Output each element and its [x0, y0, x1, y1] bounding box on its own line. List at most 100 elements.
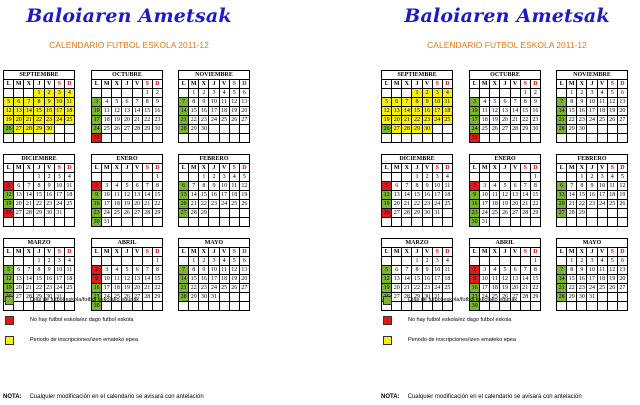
- calendar-day: 28: [24, 293, 35, 302]
- empty-day: [607, 125, 618, 134]
- calendar-day: 29: [152, 293, 163, 302]
- empty-day: [597, 293, 608, 302]
- weekday-header: M: [102, 80, 113, 89]
- calendar-day: 28: [132, 125, 143, 134]
- empty-day: [24, 257, 35, 266]
- calendar-day: 1: [34, 257, 45, 266]
- weekday-header: D: [617, 80, 628, 89]
- empty-day: [470, 89, 481, 98]
- calendar-day: 22: [142, 116, 153, 125]
- calendar-day: 29: [34, 293, 45, 302]
- month-calendar: MARZO L M X J V S D 1 2 3 4 5 6 7 8 9 10 11 12 13 14 15 16 17 18 1…: [381, 238, 453, 311]
- calendar-day: 14: [402, 107, 413, 116]
- calendar-day: 30: [152, 125, 163, 134]
- calendar-day: 30: [577, 125, 588, 134]
- calendar-day: 5: [122, 182, 133, 191]
- calendar-day: 1: [34, 173, 45, 182]
- calendar-day: 12: [500, 191, 511, 200]
- calendar-day: 7: [557, 266, 568, 275]
- weekday-header: V: [510, 248, 521, 257]
- calendar-day: 10: [597, 182, 608, 191]
- calendar-day: 6: [14, 182, 25, 191]
- calendar-day: 21: [24, 200, 35, 209]
- month-calendar: ENERO L M X J V S D 1 2 3 4 5 6 7 8 9 10 11 12 13 14 15 16 17 18 1…: [469, 154, 541, 227]
- empty-day: [44, 218, 55, 227]
- calendar-day: 8: [152, 266, 163, 275]
- calendar-day: 13: [132, 191, 143, 200]
- weekday-header: S: [229, 248, 240, 257]
- calendar-day: 23: [209, 200, 220, 209]
- weekday-header: L: [179, 80, 190, 89]
- calendar-day: 26: [500, 293, 511, 302]
- weekday-header: M: [102, 248, 113, 257]
- calendar-day: 8: [567, 266, 578, 275]
- calendar-day: 5: [112, 98, 123, 107]
- calendar-day: 28: [402, 293, 413, 302]
- calendar-day: 8: [412, 182, 423, 191]
- calendar-day: 18: [64, 275, 75, 284]
- calendar-day: 26: [490, 125, 501, 134]
- calendar-day: 21: [402, 200, 413, 209]
- calendar-day: 21: [520, 284, 531, 293]
- calendar-day: 16: [422, 107, 433, 116]
- empty-day: [239, 134, 250, 143]
- calendar-day: 10: [587, 266, 598, 275]
- weekday-header: M: [392, 164, 403, 173]
- empty-day: [402, 173, 413, 182]
- weekday-header: V: [510, 80, 521, 89]
- calendar-day: 6: [132, 182, 143, 191]
- calendar-day: 30: [199, 125, 210, 134]
- empty-day: [392, 173, 403, 182]
- legend-swatch: [383, 316, 392, 325]
- calendar-day: 28: [179, 125, 190, 134]
- calendar-day: 17: [470, 116, 481, 125]
- month-calendar: FEBRERO L M X J V S D 1 2 3 4 5 6 7 8 9 10 11 12 13 14 15 16 17 1…: [556, 154, 628, 227]
- weekday-header: S: [142, 164, 153, 173]
- calendar-day: 18: [442, 275, 453, 284]
- calendar-day: 22: [567, 284, 578, 293]
- calendar-day: 24: [209, 284, 220, 293]
- calendar-day: 27: [392, 125, 403, 134]
- weekday-header: L: [382, 164, 393, 173]
- calendar-day: 18: [442, 191, 453, 200]
- calendar-day: 7: [24, 182, 35, 191]
- empty-day: [567, 173, 578, 182]
- weekday-header: J: [209, 248, 220, 257]
- calendar-day: 16: [199, 107, 210, 116]
- calendar-day: 26: [607, 284, 618, 293]
- calendar-day: 15: [142, 107, 153, 116]
- empty-day: [490, 134, 501, 143]
- calendar-day: 24: [470, 125, 481, 134]
- calendar-day: 4: [490, 266, 501, 275]
- calendar-day: 22: [189, 284, 200, 293]
- empty-day: [607, 302, 618, 311]
- calendar-day: 12: [239, 182, 250, 191]
- calendar-day: 13: [14, 107, 25, 116]
- month-calendar: OCTUBRE L M X J V S D 1 2 3 4 5 6 7 8 9 10 11 12 13 14 15 16 17 1…: [469, 70, 541, 143]
- calendar-day: 27: [500, 125, 511, 134]
- month-calendar: SEPTIEMBRE L M X J V S D 1 2 3 4 5 6 7 8 9 10 11 12 13 14 15 16…: [381, 70, 453, 143]
- weekday-header: J: [122, 80, 133, 89]
- weekday-header: X: [199, 164, 210, 173]
- calendar-day: 26: [229, 284, 240, 293]
- empty-day: [219, 218, 230, 227]
- calendar-day: 6: [392, 98, 403, 107]
- empty-day: [510, 302, 521, 311]
- month-name: SEPTIEMBRE: [3, 70, 75, 79]
- month-calendar: SEPTIEMBRE L M X J V S D 1 2 3 4 5 6 7 8 9 10 11 12 13 14 15 16…: [3, 70, 75, 143]
- calendar-day: 17: [480, 200, 491, 209]
- empty-day: [490, 302, 501, 311]
- calendar-day: 5: [382, 266, 393, 275]
- calendar-day: 2: [199, 257, 210, 266]
- calendar-day: 3: [432, 173, 443, 182]
- empty-day: [607, 134, 618, 143]
- calendar-day: 9: [44, 182, 55, 191]
- weekday-header: J: [500, 248, 511, 257]
- calendar-day: 26: [4, 125, 15, 134]
- empty-day: [24, 134, 35, 143]
- calendar-day: 13: [510, 191, 521, 200]
- calendar-day: 3: [102, 266, 113, 275]
- calendar-day: 21: [402, 116, 413, 125]
- calendar-day: 9: [577, 266, 588, 275]
- calendar-day: 28: [510, 125, 521, 134]
